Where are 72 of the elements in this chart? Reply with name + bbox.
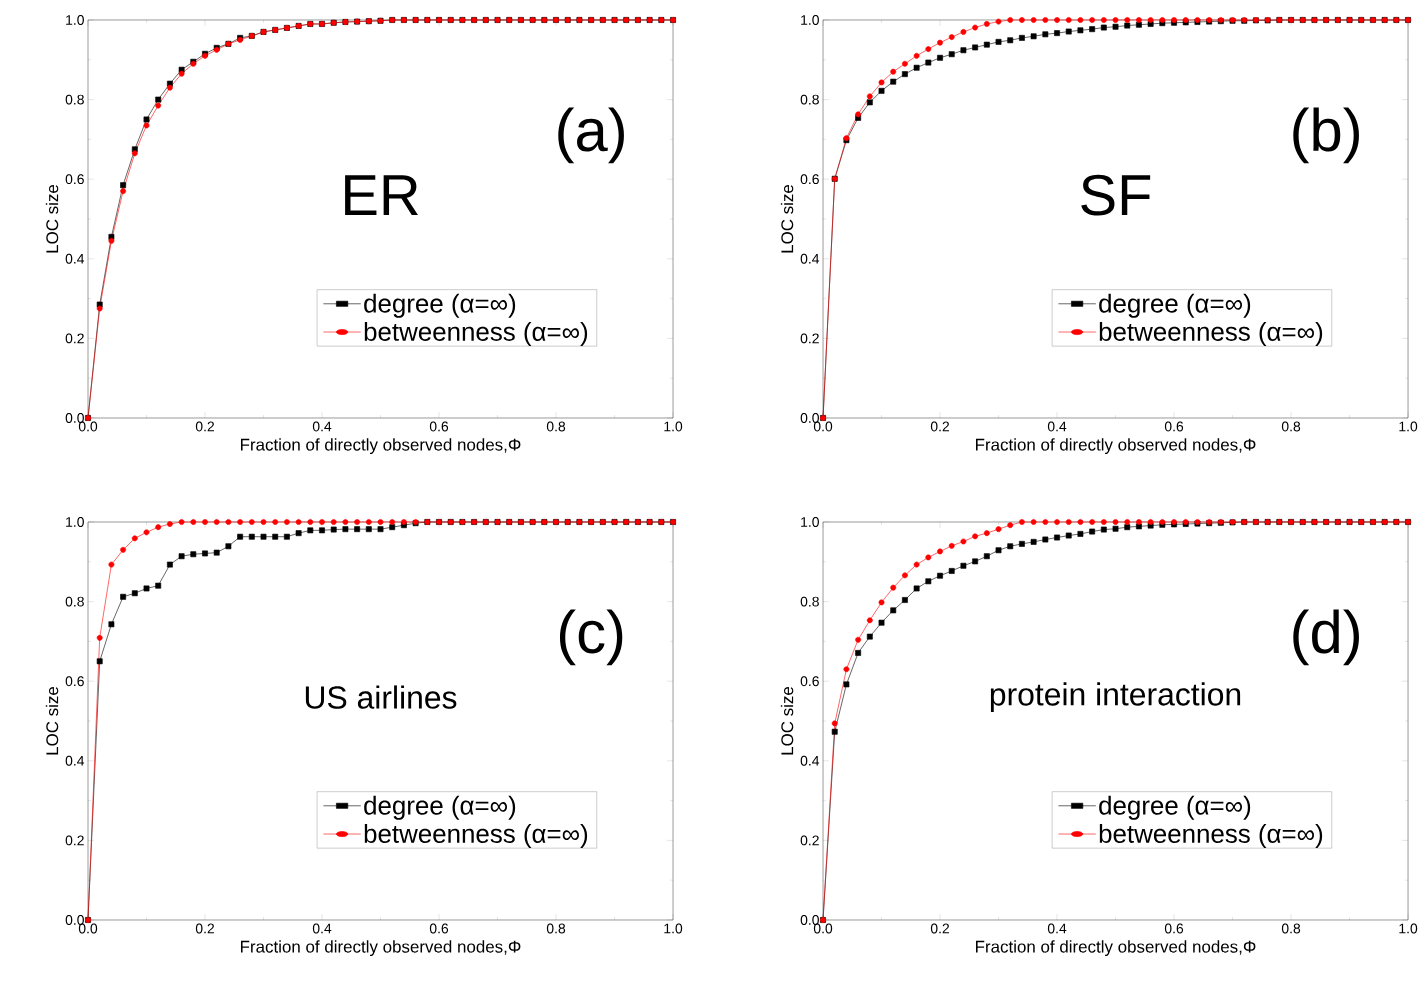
legend-label: degree (α=∞) (1099, 795, 1251, 820)
x-tick-label: 0.4 (1047, 421, 1067, 432)
x-tick-label: 0.6 (1164, 923, 1184, 934)
x-tick-label: 0.8 (546, 421, 566, 432)
y-tick-label: 0.0 (800, 915, 819, 925)
x-axis-title: Fraction of directly observed nodes,Φ (976, 940, 1256, 957)
y-tick-label: 1.0 (801, 517, 819, 527)
legend-label: betweenness (α=∞) (364, 321, 588, 347)
legend-label: betweenness (α=∞) (364, 823, 588, 849)
annotation: (b) (1293, 107, 1359, 164)
y-tick-label: 0.8 (65, 94, 84, 105)
y-tick-label: 0.4 (800, 253, 820, 264)
y-tick-label: 0.4 (65, 253, 85, 264)
y-tick-label: 0.6 (65, 174, 84, 185)
x-tick-label: 0.0 (813, 421, 833, 432)
x-axis-title: Fraction of directly observed nodes,Φ (976, 438, 1256, 455)
y-tick-label: 1.0 (66, 15, 84, 25)
x-tick-label: 0.2 (195, 923, 215, 934)
y-tick-label: 0.6 (65, 676, 84, 687)
annotation: (c) (559, 609, 623, 666)
y-tick-label: 0.4 (65, 755, 85, 766)
x-tick-label: 0.2 (930, 923, 950, 934)
x-tick-label: 0.2 (195, 421, 215, 432)
x-tick-label: 0.2 (930, 421, 950, 432)
annotation: SF (1081, 174, 1151, 216)
x-tick-label: 0.0 (78, 421, 98, 432)
y-axis-title: LOC size (45, 184, 59, 253)
y-tick-label: 0.4 (800, 755, 820, 766)
x-tick-label: 0.4 (312, 421, 332, 432)
x-tick-label: 0.4 (1047, 923, 1067, 934)
x-tick-label: 0.0 (78, 923, 98, 934)
x-tick-label: 1.0 (664, 421, 683, 432)
y-axis-title: LOC size (780, 686, 794, 755)
y-tick-label: 0.2 (800, 835, 819, 846)
annotation: (d) (1293, 609, 1359, 666)
y-axis-title: LOC size (780, 184, 794, 253)
y-tick-label: 1.0 (801, 15, 819, 25)
x-tick-label: 0.6 (1164, 421, 1184, 432)
y-tick-label: 0.2 (65, 835, 84, 846)
x-tick-label: 0.8 (546, 923, 566, 934)
legend-label: degree (α=∞) (1099, 293, 1251, 318)
x-tick-label: 0.0 (813, 923, 833, 934)
annotation: ER (345, 175, 418, 215)
x-tick-label: 0.8 (1281, 923, 1301, 934)
y-tick-label: 0.8 (800, 94, 819, 105)
annotation: (a) (558, 107, 624, 164)
x-tick-label: 0.4 (312, 923, 332, 934)
annotation: protein interaction (990, 682, 1241, 712)
legend-label: betweenness (α=∞) (1099, 823, 1323, 849)
y-tick-label: 0.2 (65, 333, 84, 344)
y-tick-label: 0.0 (65, 413, 84, 423)
legend-label: betweenness (α=∞) (1099, 321, 1323, 347)
y-tick-label: 0.6 (800, 174, 819, 185)
legend-label: degree (α=∞) (364, 293, 516, 318)
y-tick-label: 0.8 (800, 596, 819, 607)
x-tick-label: 0.8 (1281, 421, 1301, 432)
y-axis-title: LOC size (45, 686, 59, 755)
annotation: US airlines (305, 685, 457, 709)
x-tick-label: 1.0 (664, 923, 683, 934)
x-tick-label: 1.0 (1399, 923, 1418, 934)
x-axis-title: Fraction of directly observed nodes,Φ (240, 940, 521, 957)
x-axis-title: Fraction of directly observed nodes,Φ (240, 438, 521, 455)
x-tick-label: 0.6 (429, 421, 449, 432)
x-tick-label: 1.0 (1399, 421, 1418, 432)
y-tick-label: 0.2 (800, 333, 819, 344)
y-tick-label: 0.0 (800, 413, 819, 423)
legend-label: degree (α=∞) (364, 795, 516, 820)
y-tick-label: 1.0 (66, 517, 84, 527)
x-tick-label: 0.6 (429, 923, 449, 934)
y-tick-label: 0.0 (65, 915, 84, 925)
y-tick-label: 0.8 (65, 596, 84, 607)
y-tick-label: 0.6 (800, 676, 819, 687)
